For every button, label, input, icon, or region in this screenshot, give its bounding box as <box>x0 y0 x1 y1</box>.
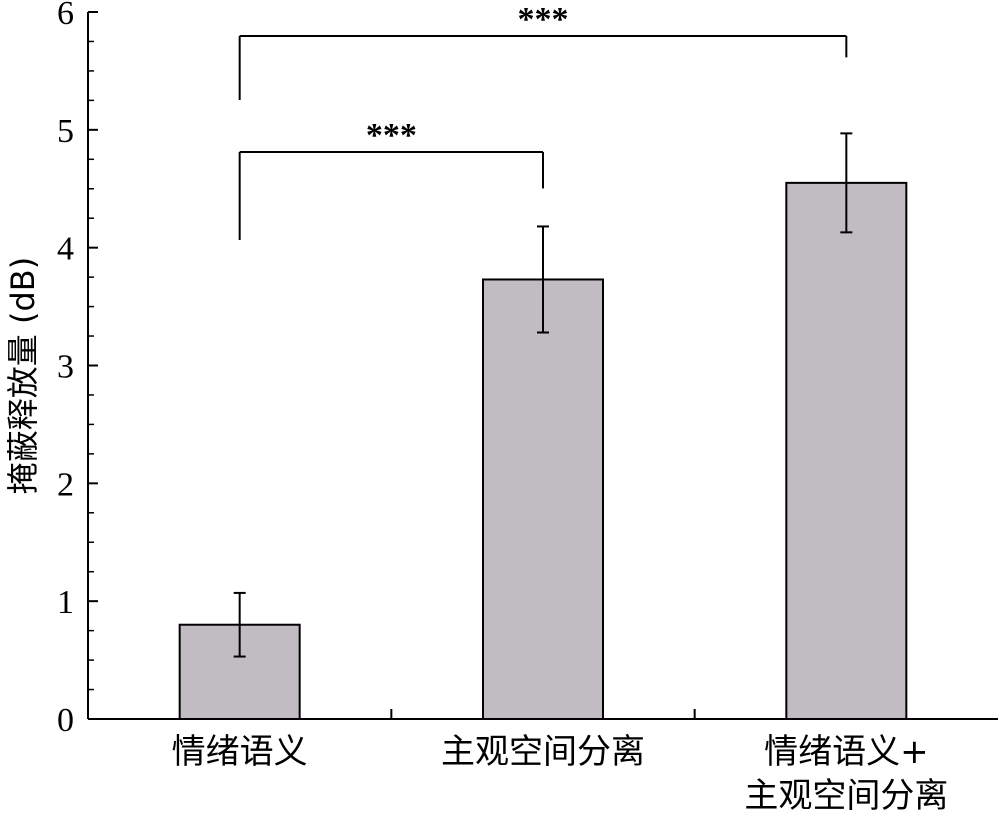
significance-label: *** <box>366 117 417 154</box>
y-tick-label: 2 <box>57 466 74 503</box>
x-category-label: 情绪语义 <box>172 732 308 772</box>
x-category-label-line: 情绪语义 <box>172 732 308 772</box>
y-axis-label: 掩蔽释放量 (dB) <box>4 257 42 494</box>
y-tick-label: 5 <box>57 113 74 150</box>
significance-label: *** <box>518 1 569 38</box>
y-tick-label: 4 <box>57 231 74 268</box>
bar <box>785 181 908 720</box>
y-tick-label: 0 <box>57 702 74 739</box>
x-category-label-line: 主观空间分离 <box>744 776 948 814</box>
x-category-label-line: 情绪语义+ <box>764 732 929 772</box>
x-category-label-line: 主观空间分离 <box>441 732 645 772</box>
x-category-label: 情绪语义+ 主观空间分离 <box>744 732 948 814</box>
x-category-label: 主观空间分离 <box>441 732 645 772</box>
y-tick-label: 3 <box>57 349 74 386</box>
y-tick-label: 6 <box>57 0 74 32</box>
y-tick-label: 1 <box>57 584 74 621</box>
bar <box>482 278 604 720</box>
